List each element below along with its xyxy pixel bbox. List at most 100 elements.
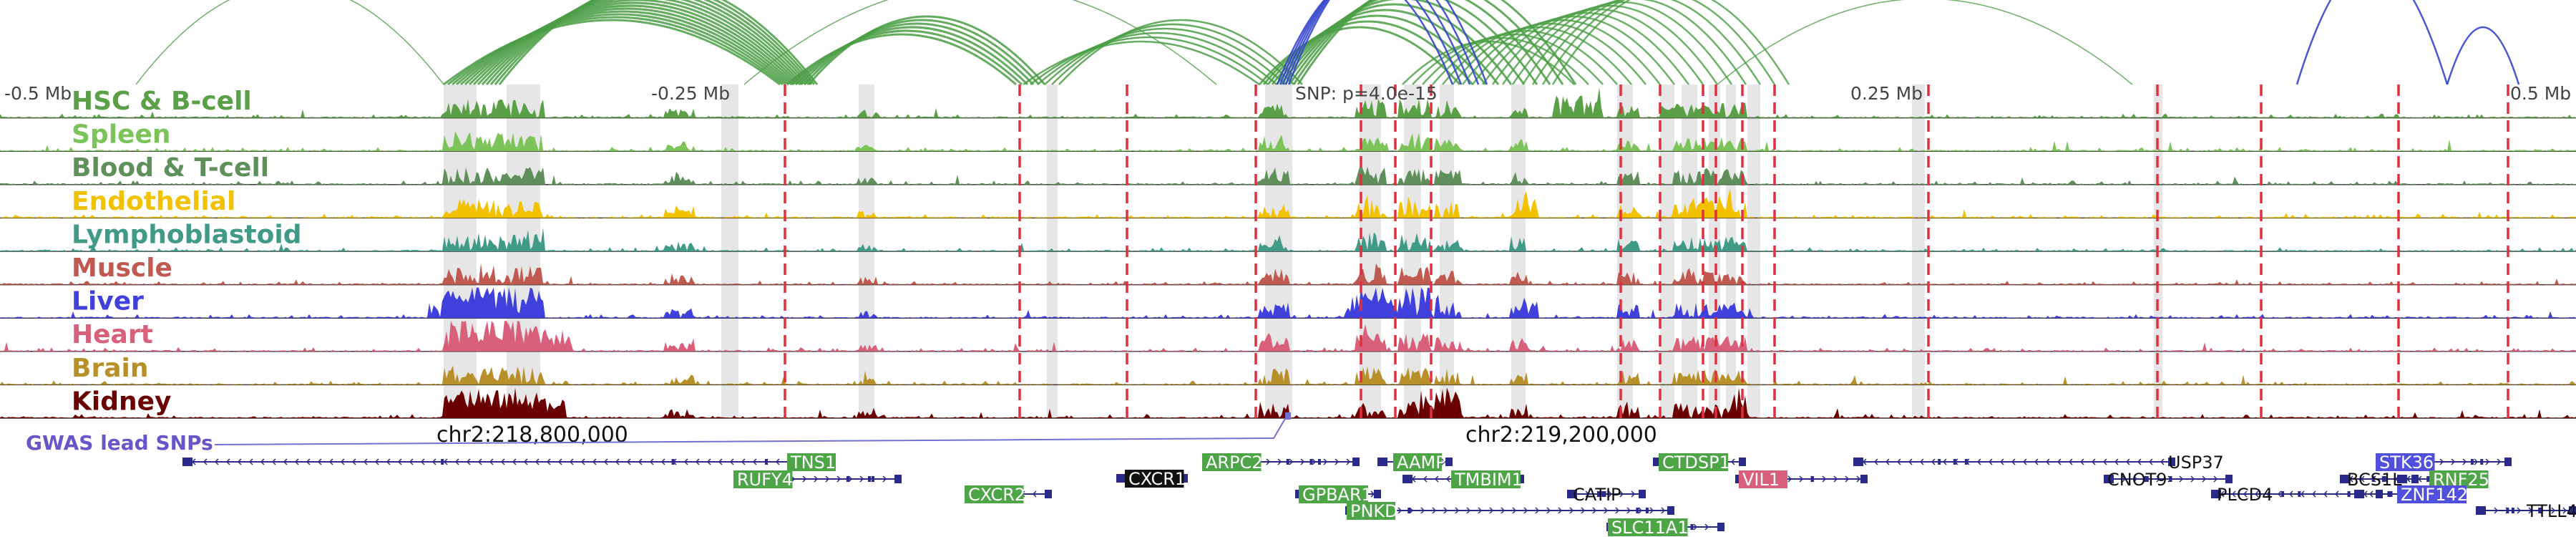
strand-arrow: [1845, 475, 1850, 483]
signal-tracks: [0, 87, 2576, 419]
strand-arrow: [2137, 458, 2142, 465]
exon-block: [2381, 476, 2385, 482]
gene-label-box: [1608, 518, 1688, 536]
gene-label-box: [965, 485, 1024, 503]
exon-block: [2145, 476, 2149, 482]
track-label: Kidney: [72, 387, 172, 416]
gene-label: RUFY4: [737, 470, 793, 490]
interaction-arc: [799, 22, 1035, 86]
interaction-arc: [1491, 8, 1704, 85]
signal-area: [0, 188, 2576, 218]
interaction-arc: [1276, 0, 1454, 85]
strand-arrow: [2288, 490, 2293, 498]
strand-arrow: [1489, 507, 1494, 514]
gene-label: USP37: [2168, 453, 2224, 473]
exon-block: [1597, 491, 1600, 497]
interaction-arc: [1452, 22, 1646, 85]
interaction-arc: [786, 33, 1017, 86]
strand-arrow: [477, 458, 482, 465]
track-spleen: [0, 131, 2576, 152]
exon-block: [2340, 475, 2350, 483]
interaction-arc: [481, 0, 807, 86]
strand-arrow: [2474, 458, 2479, 465]
signal-area: [0, 228, 2576, 251]
exon-block: [1286, 459, 1289, 465]
gene-cnot9: CNOT9: [2104, 470, 2233, 490]
exon-block: [182, 458, 192, 466]
strand-arrow: [306, 458, 311, 465]
strand-arrow: [882, 475, 887, 483]
gene-cxcr2: CXCR2: [965, 485, 1052, 505]
strand-arrow: [1346, 458, 1351, 465]
exon-block: [1667, 506, 1674, 515]
strand-arrow: [1661, 507, 1666, 514]
interaction-arc: [1551, 0, 1790, 85]
strand-arrow: [203, 458, 208, 465]
interaction-arc: [498, 0, 819, 85]
gene-arpc2: ARPC2: [1202, 453, 1360, 473]
exon-block: [2211, 490, 2221, 498]
strand-arrow: [2360, 475, 2365, 483]
strand-arrow: [1822, 475, 1827, 483]
exon-block: [1407, 508, 1411, 513]
strand-arrow: [1032, 490, 1037, 498]
strand-arrow: [2300, 490, 2305, 498]
exon-block: [1860, 475, 1868, 483]
strand-arrow: [1478, 507, 1483, 514]
strand-arrow: [2102, 458, 2107, 465]
strand-arrow: [489, 458, 494, 465]
strand-arrow: [615, 458, 620, 465]
exon-block: [1402, 475, 1413, 483]
interaction-arc: [807, 15, 1046, 85]
strand-arrow: [1704, 523, 1709, 531]
strand-arrow: [283, 458, 288, 465]
gene-label: ZNF142: [2401, 485, 2468, 505]
exon-block: [1853, 458, 1863, 466]
interaction-arc: [1284, 0, 1480, 85]
gene-label: STK36: [2379, 453, 2434, 473]
exon-block: [1603, 491, 1606, 497]
exon-block: [868, 476, 871, 482]
strand-arrow: [695, 458, 700, 465]
strand-arrow: [706, 458, 711, 465]
exon-block: [1645, 508, 1649, 513]
track-muscle: [0, 263, 2576, 286]
exon-block: [1636, 508, 1639, 513]
strand-arrow: [1626, 507, 1631, 514]
strand-arrow: [2133, 475, 2138, 483]
gene-gpbar1: GPBAR1: [1295, 485, 1381, 505]
strand-arrow: [1323, 458, 1328, 465]
strand-arrow: [237, 458, 242, 465]
interaction-arc: [1058, 19, 1303, 85]
exon-block: [1739, 458, 1746, 466]
strand-arrow: [397, 458, 402, 465]
strand-arrow: [248, 458, 253, 465]
scale-label-minus-0.5: -0.5 Mb: [4, 83, 72, 104]
strand-arrow: [386, 458, 391, 465]
gene-ttll4: TTLL4: [2476, 501, 2576, 521]
strand-arrow: [1931, 458, 1936, 465]
gene-label: PNKD: [1350, 501, 1398, 521]
strand-arrow: [271, 458, 276, 465]
exon-block: [2143, 476, 2147, 482]
strand-arrow: [2265, 490, 2270, 498]
gene-rufy4: RUFY4: [733, 470, 902, 490]
strand-arrow: [2462, 458, 2467, 465]
exon-block: [1045, 490, 1052, 498]
interaction-arc: [1051, 23, 1294, 85]
strand-arrow: [340, 458, 345, 465]
strand-arrow: [351, 458, 356, 465]
interaction-arc: [459, 7, 793, 86]
gene-pnkd: PNKD: [1345, 501, 1674, 521]
strand-arrow: [1942, 458, 1947, 465]
interaction-arc: [743, 0, 1217, 85]
strand-arrow: [2202, 475, 2207, 483]
interaction-arc: [489, 0, 813, 85]
strand-arrow: [1432, 507, 1437, 514]
strand-arrow: [752, 458, 757, 465]
interaction-arc: [1462, 19, 1661, 85]
strand-arrow: [2045, 458, 2050, 465]
track-label: Brain: [72, 354, 148, 383]
scale-label-minus-0.25: -0.25 Mb: [651, 83, 730, 104]
strand-arrow: [454, 458, 459, 465]
